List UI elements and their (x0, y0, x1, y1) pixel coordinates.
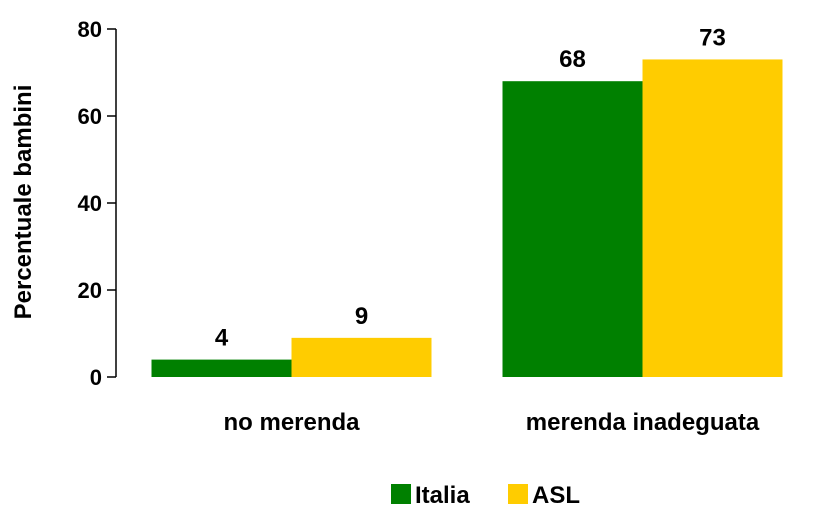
y-axis-title: Percentuale bambini (10, 85, 37, 320)
legend: Italia ASL (391, 482, 580, 509)
legend-swatch-asl (508, 484, 528, 504)
x-axis-labels: no merenda merenda inadeguata (223, 409, 759, 436)
data-label: 73 (699, 24, 726, 51)
data-label: 4 (215, 325, 229, 352)
bar-italia-2 (502, 81, 643, 377)
bar-asl-1 (291, 337, 432, 377)
data-labels: 4 9 68 73 (215, 24, 726, 351)
y-tick-label: 60 (78, 104, 102, 129)
data-label: 68 (559, 46, 586, 73)
y-tick-label: 0 (90, 365, 102, 390)
bars (151, 59, 783, 377)
bar-italia-1 (151, 359, 292, 377)
y-tick-label: 40 (78, 191, 102, 216)
x-category-label: merenda inadeguata (526, 409, 760, 436)
legend-label-italia: Italia (415, 482, 470, 509)
data-label: 9 (355, 303, 368, 330)
legend-swatch-italia (391, 484, 411, 504)
x-category-label: no merenda (223, 409, 360, 436)
bar-asl-2 (642, 59, 783, 377)
y-tick-label: 80 (78, 17, 102, 42)
legend-label-asl: ASL (532, 482, 580, 509)
y-tick-label: 20 (78, 278, 102, 303)
y-axis: 0 20 40 60 80 (78, 17, 117, 390)
